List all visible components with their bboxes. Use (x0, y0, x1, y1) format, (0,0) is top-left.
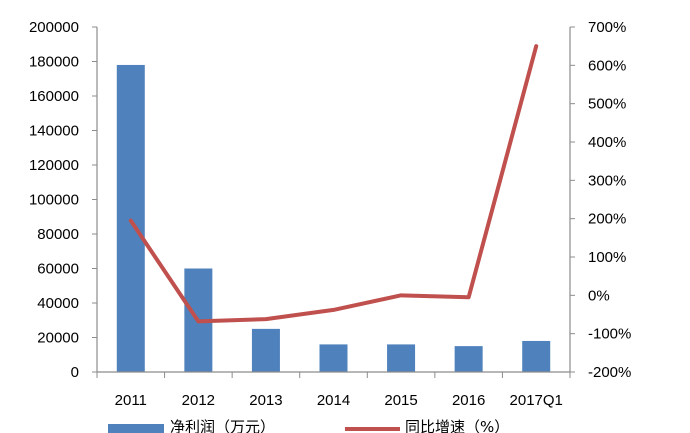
x-tick-label-2012: 2012 (182, 392, 215, 409)
y-right-tick-label: 100% (588, 249, 626, 266)
tick-labels-group: 0 20000 40000 60000 80000 100000 120000 140000 1… (29, 19, 631, 409)
y-right-tick-label: 400% (588, 134, 626, 151)
y-right-tick-label: -200% (588, 364, 631, 381)
y-right-tick-label: 700% (588, 19, 626, 36)
y-left-tick-label: 200000 (29, 19, 79, 36)
legend-label-bar: 净利润（万元） (170, 418, 275, 433)
y-left-tick-label: 60000 (37, 261, 79, 278)
line-point-2017Q1 (535, 45, 537, 47)
y-right-tick-label: 300% (588, 172, 626, 189)
y-right-tick-label: 0% (588, 287, 610, 304)
line-point-2016 (468, 296, 470, 298)
y-right-tick-label: 500% (588, 96, 626, 113)
y-left-tick-label: 100000 (29, 192, 79, 209)
y-left-tick-label: 20000 (37, 330, 79, 347)
bar-2015 (387, 344, 416, 372)
bar-2013 (251, 328, 280, 372)
y-right-tick-label: 600% (588, 57, 626, 74)
y-left-tick-label: 120000 (29, 157, 79, 174)
y-right-tick-label: 200% (588, 211, 626, 228)
x-tick-label-2016: 2016 (452, 392, 485, 409)
line-point-2015 (400, 294, 402, 296)
axes-group (92, 26, 575, 378)
x-tick-label-2011: 2011 (115, 392, 147, 409)
line-point-2012 (197, 320, 199, 322)
bar-2016 (454, 346, 483, 372)
bar-2014 (319, 344, 348, 372)
x-tick-label-2013: 2013 (249, 392, 282, 409)
y-left-tick-label: 80000 (37, 226, 79, 243)
x-tick-label-2017Q1: 2017Q1 (510, 392, 563, 409)
bar-series-group (116, 64, 551, 372)
x-tick-label-2015: 2015 (384, 392, 417, 409)
line-point-2014 (333, 309, 334, 311)
y-left-tick-label: 160000 (29, 88, 79, 105)
bar-2011 (116, 64, 145, 372)
legend: 净利润（万元） 同比增速（%） (108, 418, 509, 433)
x-tick-label-2014: 2014 (317, 392, 350, 409)
bar-2017Q1 (522, 340, 551, 372)
y-left-tick-label: 40000 (37, 295, 79, 312)
y-right-tick-label: -100% (588, 326, 631, 343)
line-series-group (128, 44, 539, 324)
line-point-2013 (265, 318, 267, 320)
y-left-tick-label: 140000 (29, 123, 79, 140)
y-left-tick-label: 180000 (29, 54, 79, 71)
line-point-2011 (130, 220, 132, 222)
legend-swatch-bar (108, 424, 164, 433)
legend-label-line: 同比增速（%） (405, 418, 509, 433)
y-left-tick-label: 0 (71, 364, 79, 381)
